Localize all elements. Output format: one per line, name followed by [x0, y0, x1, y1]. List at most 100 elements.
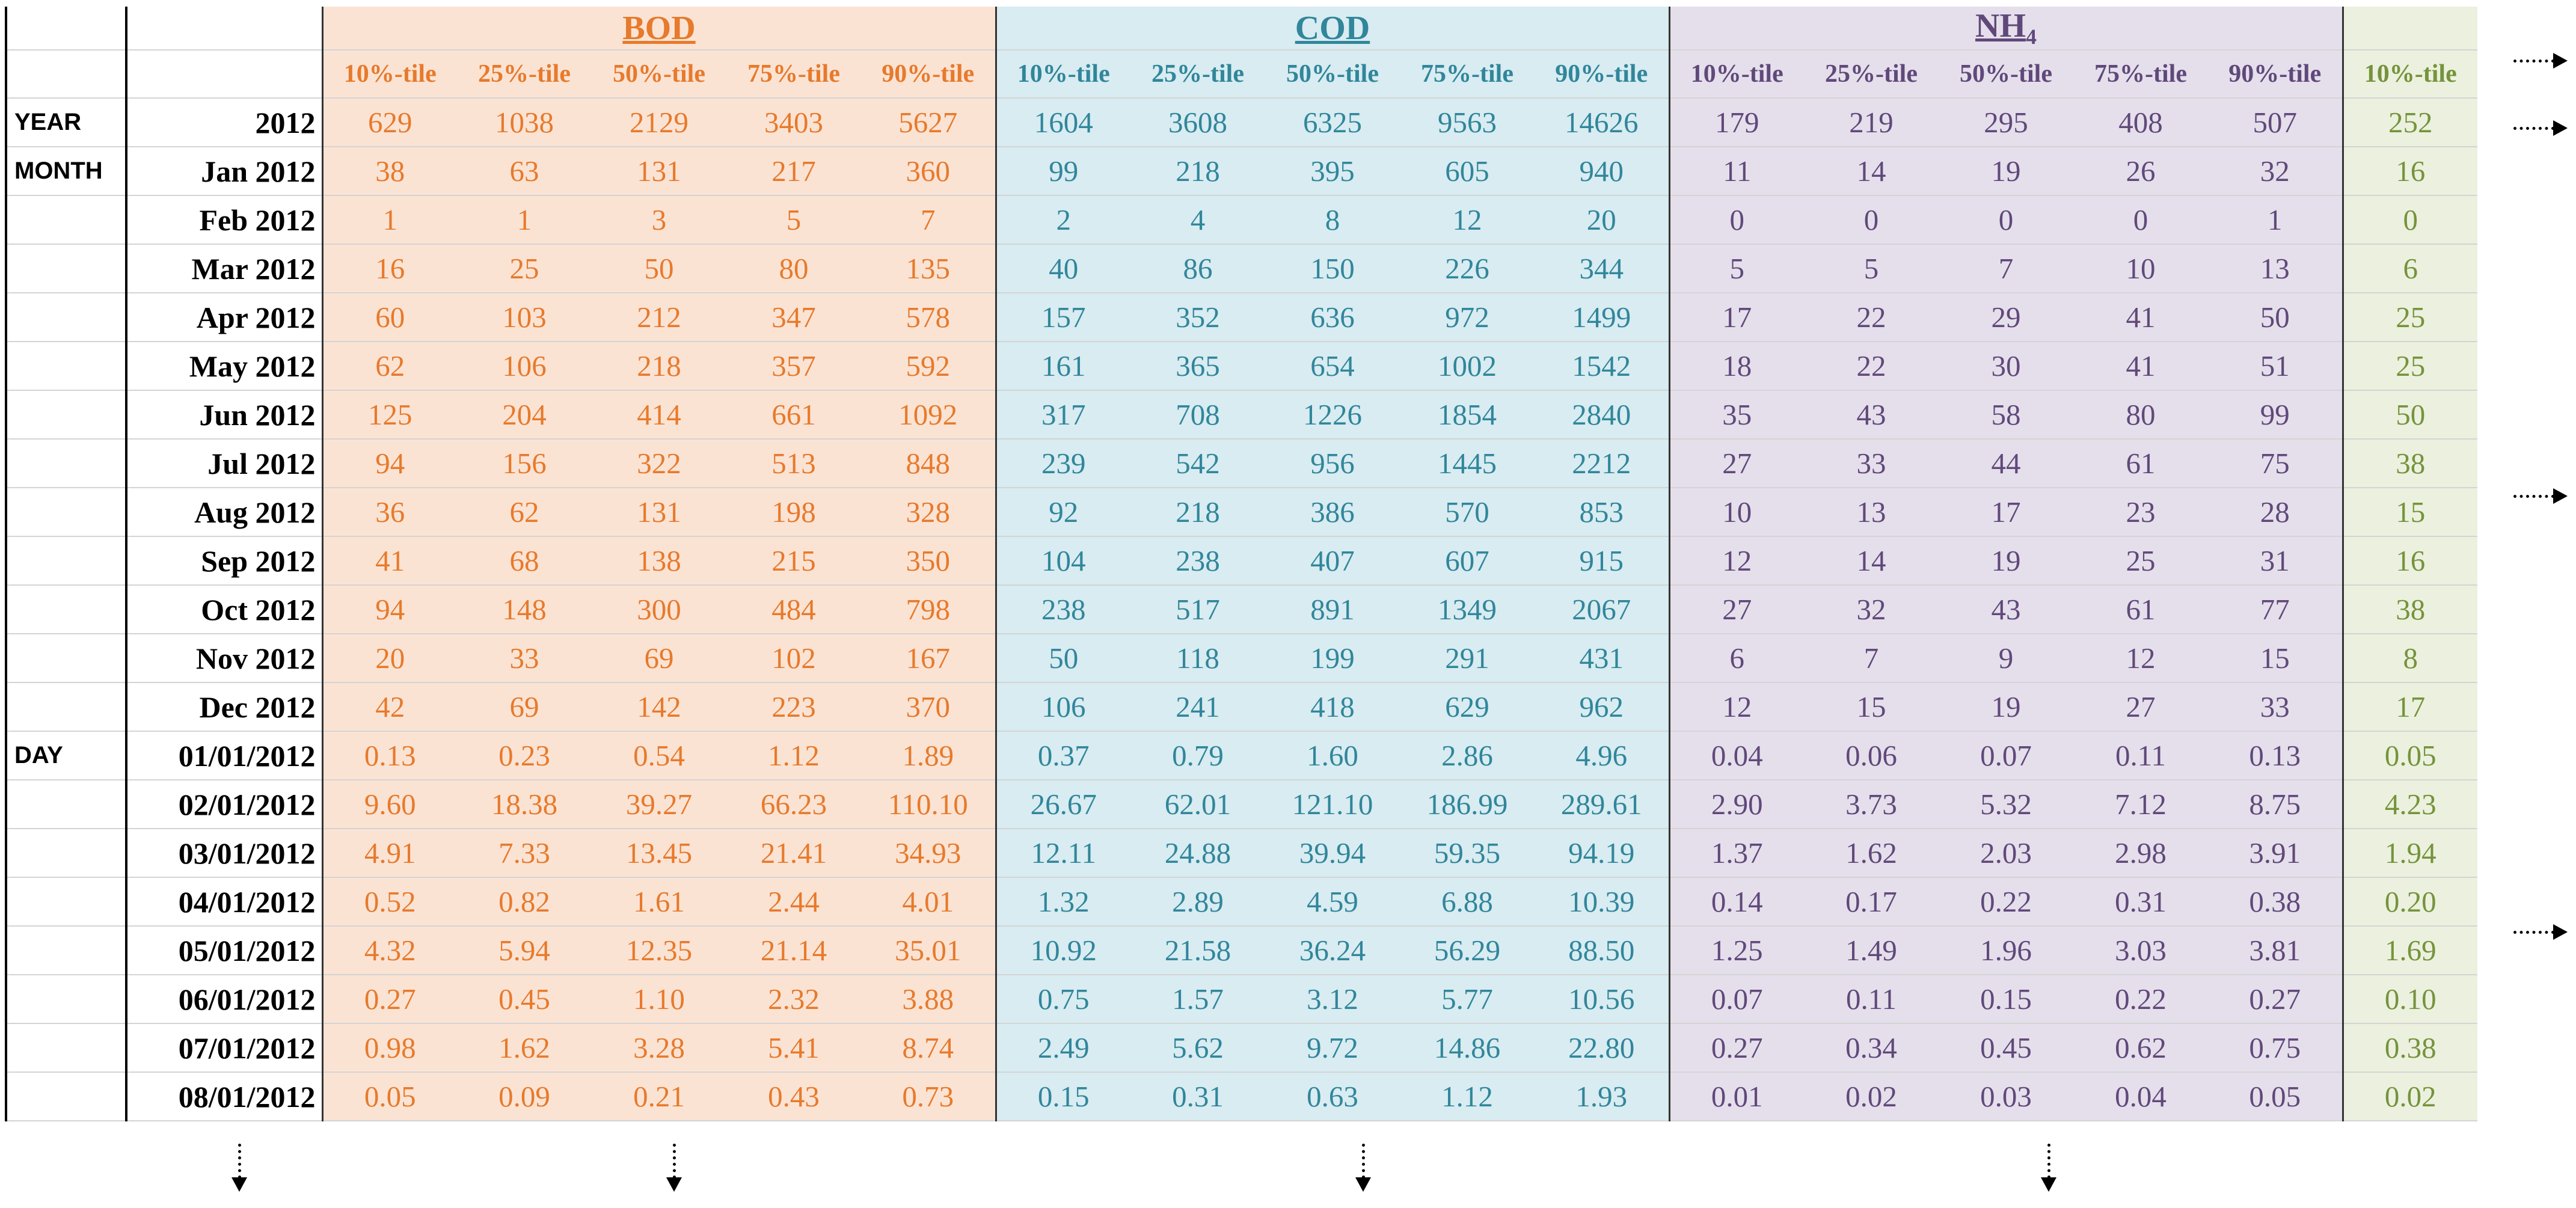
row-group-label	[5, 926, 126, 976]
nh4-value-cell: 5.32	[1939, 780, 2073, 830]
row-period: 03/01/2012	[125, 829, 322, 878]
nh4-value-cell: 32	[2208, 147, 2343, 197]
nh4-value-cell: 408	[2073, 98, 2208, 148]
nh4-value-cell: 0.75	[2208, 1023, 2343, 1073]
nh4-value-cell: 10	[1668, 488, 1804, 538]
nh4-value-cell: 10	[2073, 244, 2208, 294]
bod-value-cell: 360	[861, 147, 996, 197]
nh4-value-cell: 179	[1668, 98, 1804, 148]
bod-value-cell: 5	[726, 195, 861, 245]
bod-value-cell: 62	[321, 342, 457, 391]
cod-value-cell: 88.50	[1535, 926, 1669, 976]
nh4-value-cell: 1.25	[1668, 926, 1804, 976]
cod-value-cell: 1542	[1535, 342, 1669, 391]
bod-value-cell: 370	[861, 682, 996, 732]
bod-value-cell: 63	[457, 147, 592, 197]
row-period: 05/01/2012	[125, 926, 322, 976]
cod-value-cell: 654	[1265, 342, 1400, 391]
bod-value-cell: 4.32	[321, 926, 457, 976]
cod-value-cell: 1.93	[1535, 1072, 1669, 1122]
cod-value-cell: 1604	[995, 98, 1130, 148]
bod-value-cell: 142	[592, 682, 726, 732]
row-period: May 2012	[125, 342, 322, 391]
table-row: May 2012 62 106 218 357 592 161 365 654 1002 1542 1…	[5, 342, 2477, 391]
row-group-label: YEAR	[5, 98, 126, 148]
row-group-label	[5, 439, 126, 489]
bod-value-cell: 0.13	[321, 731, 457, 781]
nh4-value-cell: 41	[2073, 342, 2208, 391]
bod-value-cell: 0.21	[592, 1072, 726, 1122]
bod-value-cell: 3.28	[592, 1023, 726, 1073]
corner-cell	[125, 50, 322, 99]
row-group-label	[5, 195, 126, 245]
extra-value-cell: 0	[2341, 195, 2477, 245]
percentile-header-nh4: 75%-tile	[2073, 50, 2208, 99]
row-period: Nov 2012	[125, 634, 322, 684]
table-row: 06/01/2012 0.27 0.45 1.10 2.32 3.88 0.75 1.57 3.…	[5, 975, 2477, 1025]
bod-value-cell: 18.38	[457, 780, 592, 830]
table-row: Sep 2012 41 68 138 215 350 104 238 407 607 915 12 14…	[5, 536, 2477, 586]
nh4-value-cell: 43	[1939, 585, 2073, 635]
nh4-value-cell: 23	[2073, 488, 2208, 538]
bod-value-cell: 578	[861, 293, 996, 343]
nh4-value-cell: 0.04	[2073, 1072, 2208, 1122]
cod-value-cell: 8	[1265, 195, 1400, 245]
nh4-value-cell: 0.02	[1804, 1072, 1939, 1122]
bod-value-cell: 204	[457, 390, 592, 440]
nh4-value-cell: 8.75	[2208, 780, 2343, 830]
bod-value-cell: 0.52	[321, 877, 457, 927]
nh4-value-cell: 0.11	[1804, 975, 1939, 1025]
bod-value-cell: 2.44	[726, 877, 861, 927]
bod-value-cell: 125	[321, 390, 457, 440]
nh4-value-cell: 51	[2208, 342, 2343, 391]
nh4-value-cell: 31	[2208, 536, 2343, 586]
nh4-value-cell: 2.03	[1939, 829, 2073, 878]
row-group-label: MONTH	[5, 147, 126, 197]
bod-value-cell: 62	[457, 488, 592, 538]
nh4-value-cell: 80	[2073, 390, 2208, 440]
bod-value-cell: 0.23	[457, 731, 592, 781]
percentile-header-bod: 75%-tile	[726, 50, 861, 99]
nh4-value-cell: 12	[1668, 682, 1804, 732]
bod-value-cell: 148	[457, 585, 592, 635]
bod-value-cell: 347	[726, 293, 861, 343]
group-header-row: BOD COD NH4	[5, 7, 2477, 51]
nh4-value-cell: 0.38	[2208, 877, 2343, 927]
row-group-label	[5, 293, 126, 343]
cod-value-cell: 92	[995, 488, 1130, 538]
bod-value-cell: 66.23	[726, 780, 861, 830]
nh4-value-cell: 0	[2073, 195, 2208, 245]
extra-value-cell: 50	[2341, 390, 2477, 440]
extra-value-cell: 25	[2341, 342, 2477, 391]
extra-value-cell: 0.02	[2341, 1072, 2477, 1122]
bod-value-cell: 167	[861, 634, 996, 684]
group-name-subscript: 4	[2026, 25, 2037, 49]
extra-value-cell: 6	[2341, 244, 2477, 294]
row-group-label	[5, 390, 126, 440]
bod-value-cell: 36	[321, 488, 457, 538]
row-group-label	[5, 342, 126, 391]
nh4-value-cell: 43	[1804, 390, 1939, 440]
cod-value-cell: 407	[1265, 536, 1400, 586]
row-period: 07/01/2012	[125, 1023, 322, 1073]
bod-value-cell: 661	[726, 390, 861, 440]
continue-right-arrow-icon	[2513, 487, 2568, 505]
bod-value-cell: 1092	[861, 390, 996, 440]
bod-value-cell: 69	[457, 682, 592, 732]
cod-value-cell: 40	[995, 244, 1130, 294]
cod-value-cell: 4.59	[1265, 877, 1400, 927]
cod-value-cell: 344	[1535, 244, 1669, 294]
bod-value-cell: 300	[592, 585, 726, 635]
nh4-value-cell: 507	[2208, 98, 2343, 148]
bod-value-cell: 328	[861, 488, 996, 538]
percentile-header-nh4: 90%-tile	[2208, 50, 2343, 99]
bod-value-cell: 1038	[457, 98, 592, 148]
row-group-label	[5, 780, 126, 830]
cod-value-cell: 0.79	[1130, 731, 1265, 781]
cod-value-cell: 0.63	[1265, 1072, 1400, 1122]
bod-value-cell: 38	[321, 147, 457, 197]
row-group-label	[5, 634, 126, 684]
continue-down-arrow-icon	[230, 1144, 248, 1192]
row-period: Feb 2012	[125, 195, 322, 245]
nh4-value-cell: 0	[1804, 195, 1939, 245]
